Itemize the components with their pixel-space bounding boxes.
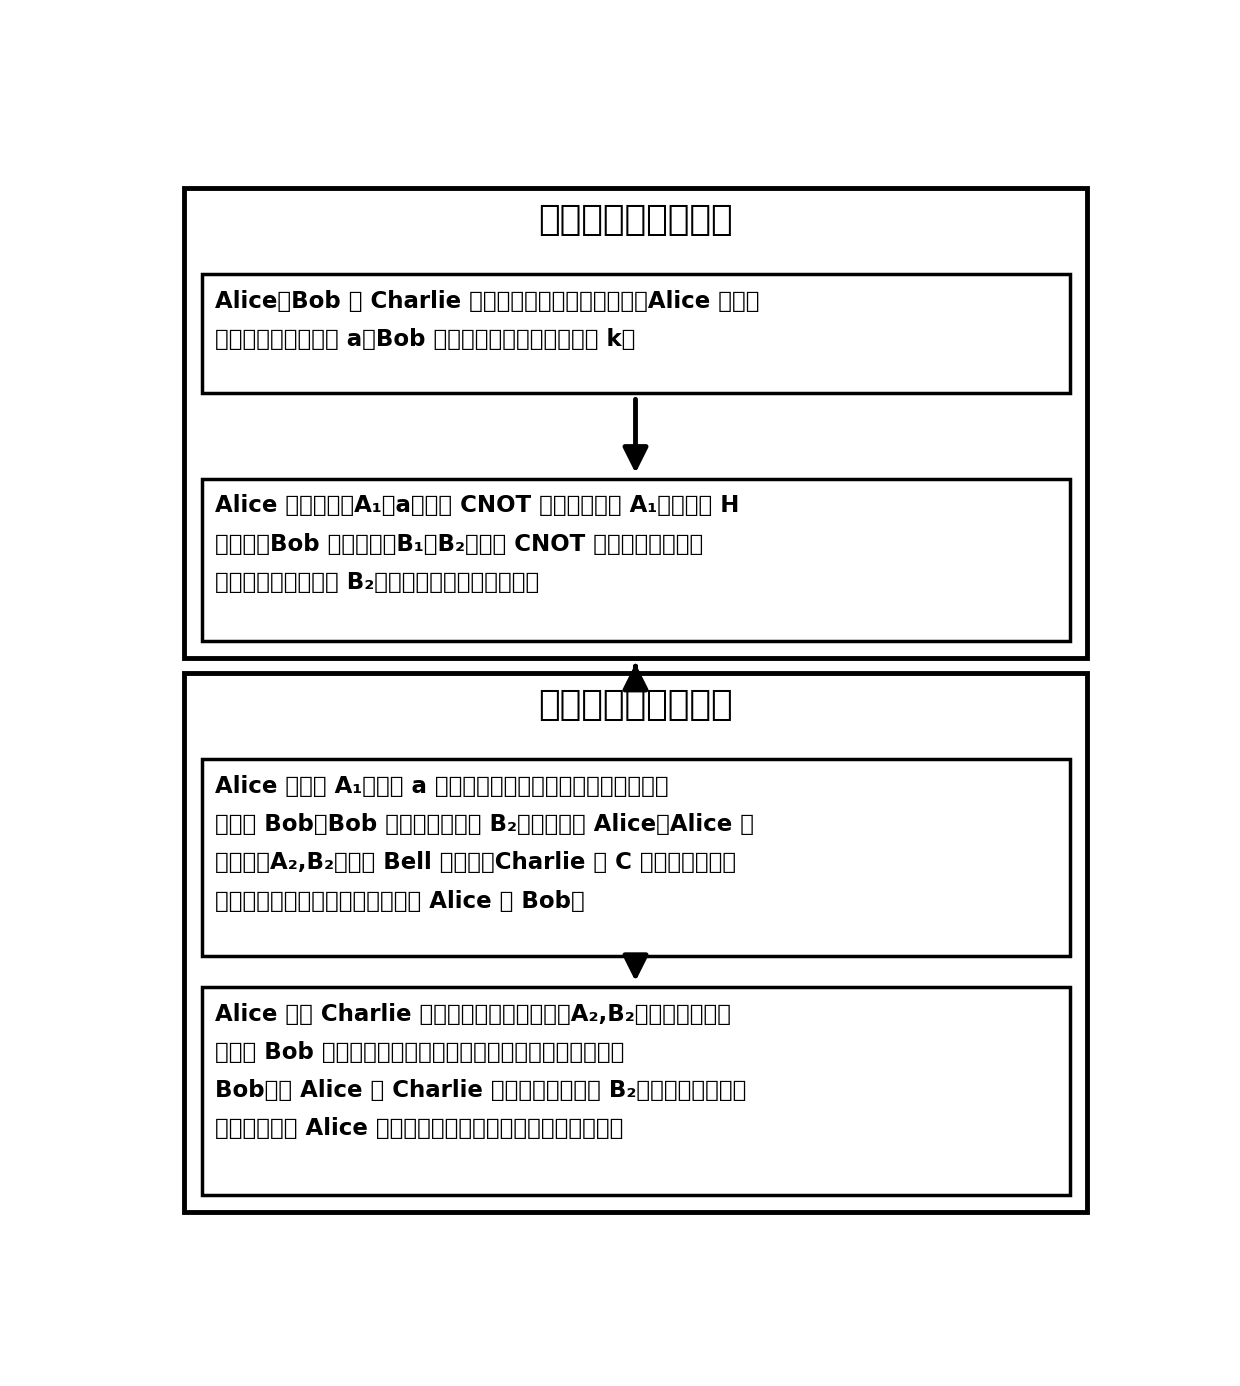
FancyBboxPatch shape (185, 674, 1086, 1211)
FancyBboxPatch shape (201, 274, 1069, 394)
Text: 信道制备与调制编码: 信道制备与调制编码 (538, 204, 733, 237)
FancyBboxPatch shape (201, 987, 1069, 1195)
Text: Alice，Bob 和 Charlie 共享一个五比特布朗态信道，Alice 持有一
个未知单比特量子态 a，Bob 持有两比特二进制经典信息 k。: Alice，Bob 和 Charlie 共享一个五比特布朗态信道，Alice 持… (216, 290, 760, 351)
FancyBboxPatch shape (201, 760, 1069, 955)
Text: Alice 对粒子对（A₁，a）进行 CNOT 操作，然后对 A₁粒子进行 H
门操作。Bob 对粒子对（B₁，B₂）进行 CNOT 操作，并根据拥有
的二进制: Alice 对粒子对（A₁，a）进行 CNOT 操作，然后对 A₁粒子进行 H … (216, 495, 740, 595)
FancyBboxPatch shape (185, 188, 1086, 657)
Text: 信息传送与恢复解码: 信息传送与恢复解码 (538, 689, 733, 722)
Text: Alice 分别对 A₁粒子和 a 粒子进行单比特基测量，并将测量结果
发送给 Bob。Bob 将施加编码后的 B₂粒子发送给 Alice，Alice 对
粒子: Alice 分别对 A₁粒子和 a 粒子进行单比特基测量，并将测量结果 发送给 … (216, 775, 754, 912)
FancyBboxPatch shape (201, 480, 1069, 640)
Text: Alice 根据 Charlie 的测量结果和对粒子对（A₂,B₂）的测量结果可
以确定 Bob 的编码信息，从而完成量子稠密编码。与此同时，
Bob根据 Al: Alice 根据 Charlie 的测量结果和对粒子对（A₂,B₂）的测量结果可… (216, 1002, 746, 1141)
